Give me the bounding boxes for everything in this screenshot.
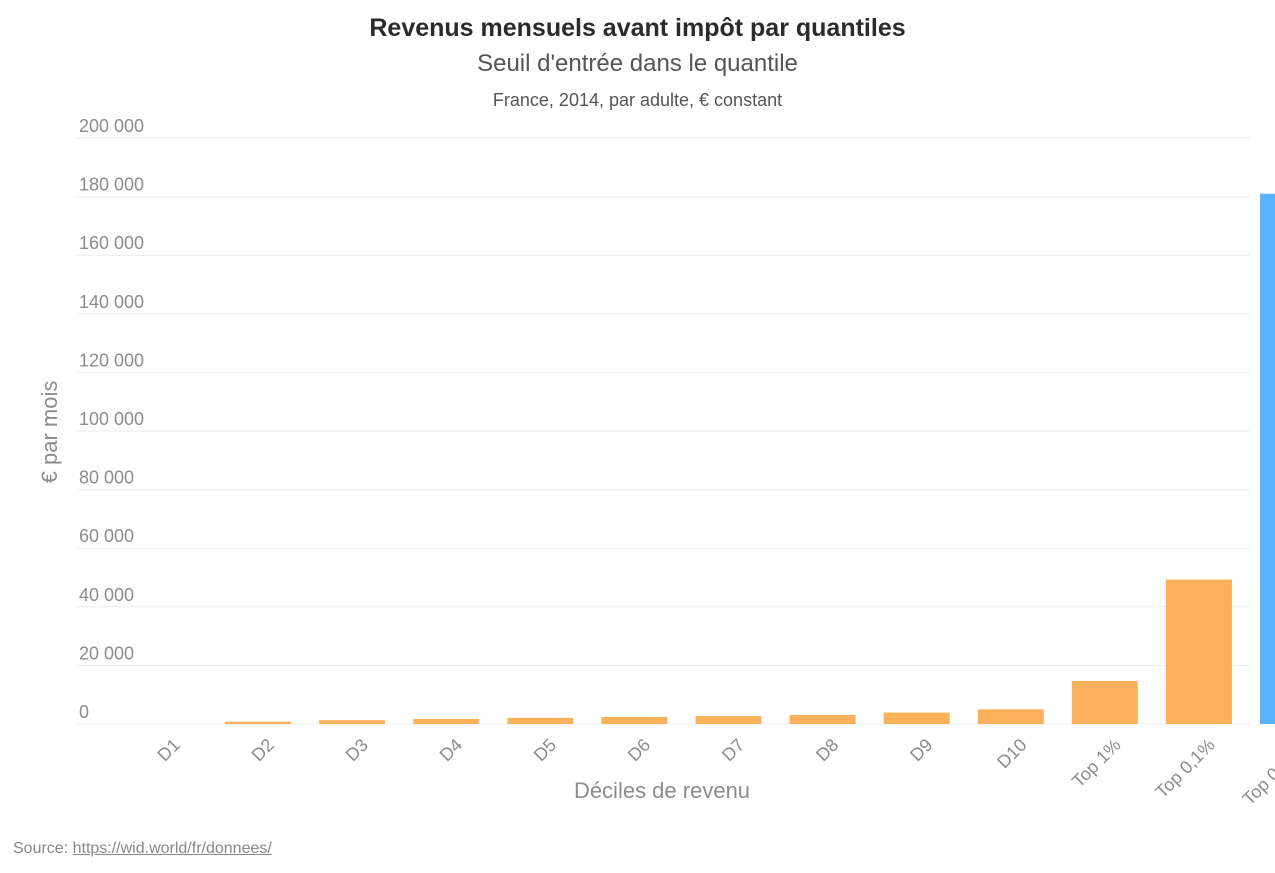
x-tick-label: D6 bbox=[624, 735, 654, 765]
x-tick-label: D8 bbox=[812, 735, 842, 765]
x-tick-label: D4 bbox=[436, 735, 466, 765]
x-tick-label: D9 bbox=[906, 735, 936, 765]
bar-d8 bbox=[789, 714, 856, 724]
bar-d7 bbox=[695, 716, 762, 724]
bar-top-0-01- bbox=[1260, 193, 1275, 725]
chart-title: Revenus mensuels avant impôt par quantil… bbox=[369, 14, 906, 42]
x-tick-label: D7 bbox=[718, 735, 748, 765]
x-tick-label: D5 bbox=[530, 735, 560, 765]
x-tick-label: D1 bbox=[153, 735, 183, 765]
y-tick-label: 160 000 bbox=[79, 233, 144, 253]
source-label: Source: bbox=[13, 840, 73, 857]
y-tick-label: 0 bbox=[79, 702, 89, 722]
gridlines bbox=[77, 137, 1250, 725]
y-axis-ticks: 0 20 000 40 000 60 000 80 000 100 000 120 000 1… bbox=[79, 116, 144, 722]
y-tick-label: 80 000 bbox=[79, 468, 134, 488]
y-tick-label: 120 000 bbox=[79, 350, 144, 370]
bars bbox=[225, 193, 1275, 725]
x-tick-label: Top 0,01% bbox=[1239, 735, 1275, 809]
x-tick-label: D3 bbox=[342, 735, 372, 765]
x-tick-label: D2 bbox=[248, 735, 278, 765]
y-tick-label: 180 000 bbox=[79, 175, 144, 195]
bar-d2 bbox=[225, 721, 292, 724]
x-tick-label: Top 0,1% bbox=[1152, 735, 1219, 802]
x-tick-label: Top 1% bbox=[1068, 735, 1125, 792]
y-tick-label: 20 000 bbox=[79, 643, 134, 663]
bar-top-0-1- bbox=[1165, 579, 1232, 724]
bar-top-1- bbox=[1071, 680, 1138, 724]
bar-d4 bbox=[413, 719, 480, 724]
x-tick-label: D10 bbox=[993, 735, 1030, 772]
y-tick-label: 40 000 bbox=[79, 585, 134, 605]
chart-note: France, 2014, par adulte, € constant bbox=[492, 90, 783, 110]
x-axis-label: Déciles de revenu bbox=[574, 778, 750, 803]
bar-d5 bbox=[507, 717, 574, 724]
chart-subtitle: Seuil d'entrée dans le quantile bbox=[477, 50, 798, 77]
bar-d3 bbox=[319, 720, 386, 724]
bar-d9 bbox=[883, 712, 950, 724]
source-note: Source: https://wid.world/fr/donnees/ bbox=[13, 840, 272, 858]
y-axis-label: € par mois bbox=[37, 381, 62, 484]
y-tick-label: 200 000 bbox=[79, 116, 144, 136]
y-tick-label: 100 000 bbox=[79, 409, 144, 429]
bar-d6 bbox=[601, 716, 668, 724]
y-tick-label: 140 000 bbox=[79, 292, 144, 312]
bar-d10 bbox=[977, 709, 1044, 724]
y-tick-label: 60 000 bbox=[79, 526, 134, 546]
source-link[interactable]: https://wid.world/fr/donnees/ bbox=[72, 840, 272, 857]
